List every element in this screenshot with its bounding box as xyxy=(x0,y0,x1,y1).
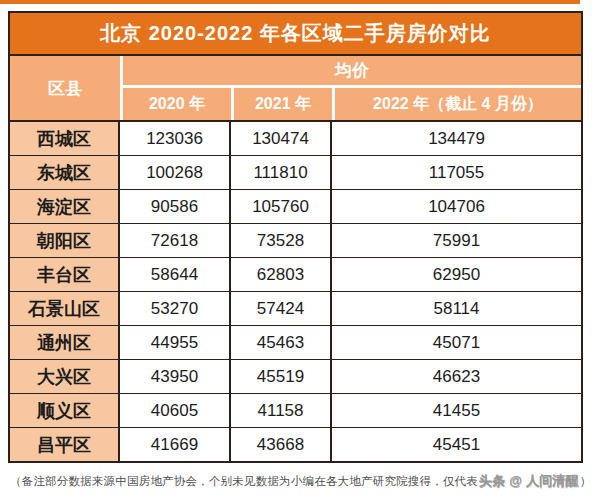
table-row: 大兴区 43950 45519 46623 xyxy=(10,359,581,393)
district-cell: 昌平区 xyxy=(10,428,120,461)
price-2022-cell: 45451 xyxy=(332,428,581,461)
header-year-2021: 2021 年 xyxy=(234,88,335,120)
price-2020-cell: 41669 xyxy=(120,428,231,461)
table-row: 西城区 123036 130474 134479 xyxy=(10,122,581,155)
header-year-2020: 2020 年 xyxy=(123,88,234,120)
district-cell: 顺义区 xyxy=(10,394,120,427)
price-2021-cell: 41158 xyxy=(231,394,332,427)
price-2020-cell: 43950 xyxy=(120,360,231,393)
header-avg-price: 均价 xyxy=(123,56,581,88)
district-cell: 石景山区 xyxy=(10,292,120,325)
table-header: 区县 均价 2020 年 2021 年 2022 年（截止 4 月份） xyxy=(10,56,581,122)
table-row: 石景山区 53270 57424 58114 xyxy=(10,291,581,325)
price-2020-cell: 72618 xyxy=(120,224,231,257)
table-title: 北京 2020-2022 年各区域二手房房价对比 xyxy=(10,13,581,56)
price-comparison-table: 北京 2020-2022 年各区域二手房房价对比 区县 均价 2020 年 20… xyxy=(8,11,583,463)
district-cell: 丰台区 xyxy=(10,258,120,291)
district-cell: 东城区 xyxy=(10,156,120,189)
price-2020-cell: 90586 xyxy=(120,190,231,223)
price-2020-cell: 58644 xyxy=(120,258,231,291)
footer-note-text: （备注部分数据来源中国房地产协会，个别未见数据为小编在各大地产研究院搜得，仅代表 xyxy=(10,475,478,487)
table-row: 海淀区 90586 105760 104706 xyxy=(10,189,581,223)
price-2021-cell: 45463 xyxy=(231,326,332,359)
price-2022-cell: 58114 xyxy=(332,292,581,325)
footer-note-close: ） xyxy=(580,475,592,487)
price-2021-cell: 130474 xyxy=(231,122,332,155)
price-2020-cell: 40605 xyxy=(120,394,231,427)
price-2022-cell: 134479 xyxy=(332,122,581,155)
district-cell: 西城区 xyxy=(10,122,120,155)
price-2020-cell: 123036 xyxy=(120,122,231,155)
price-2021-cell: 62803 xyxy=(231,258,332,291)
price-2021-cell: 105760 xyxy=(231,190,332,223)
table-body: 西城区 123036 130474 134479 东城区 100268 1118… xyxy=(10,122,581,461)
price-2020-cell: 100268 xyxy=(120,156,231,189)
price-2022-cell: 41455 xyxy=(332,394,581,427)
price-2022-cell: 45071 xyxy=(332,326,581,359)
header-price-group: 均价 2020 年 2021 年 2022 年（截止 4 月份） xyxy=(123,56,581,120)
table-row: 顺义区 40605 41158 41455 xyxy=(10,393,581,427)
table-row: 昌平区 41669 43668 45451 xyxy=(10,427,581,461)
header-district: 区县 xyxy=(10,56,123,120)
table-row: 通州区 44955 45463 45071 xyxy=(10,325,581,359)
price-2022-cell: 46623 xyxy=(332,360,581,393)
table-row: 丰台区 58644 62803 62950 xyxy=(10,257,581,291)
price-2022-cell: 117055 xyxy=(332,156,581,189)
price-2020-cell: 53270 xyxy=(120,292,231,325)
top-accent-strip xyxy=(0,0,580,4)
price-2020-cell: 44955 xyxy=(120,326,231,359)
table-row: 东城区 100268 111810 117055 xyxy=(10,155,581,189)
district-cell: 通州区 xyxy=(10,326,120,359)
price-2021-cell: 111810 xyxy=(231,156,332,189)
district-cell: 大兴区 xyxy=(10,360,120,393)
price-2022-cell: 75991 xyxy=(332,224,581,257)
price-2021-cell: 57424 xyxy=(231,292,332,325)
price-2021-cell: 73528 xyxy=(231,224,332,257)
header-year-row: 2020 年 2021 年 2022 年（截止 4 月份） xyxy=(123,88,581,120)
district-cell: 朝阳区 xyxy=(10,224,120,257)
table-row: 朝阳区 72618 73528 75991 xyxy=(10,223,581,257)
district-cell: 海淀区 xyxy=(10,190,120,223)
toutiao-watermark: 头条 @ 人间清醒 xyxy=(479,473,579,488)
header-year-2022: 2022 年（截止 4 月份） xyxy=(335,88,581,120)
price-2021-cell: 45519 xyxy=(231,360,332,393)
footer-note: （备注部分数据来源中国房地产协会，个别未见数据为小编在各大地产研究院搜得，仅代表… xyxy=(10,472,595,490)
price-2021-cell: 43668 xyxy=(231,428,332,461)
price-2022-cell: 104706 xyxy=(332,190,581,223)
price-2022-cell: 62950 xyxy=(332,258,581,291)
